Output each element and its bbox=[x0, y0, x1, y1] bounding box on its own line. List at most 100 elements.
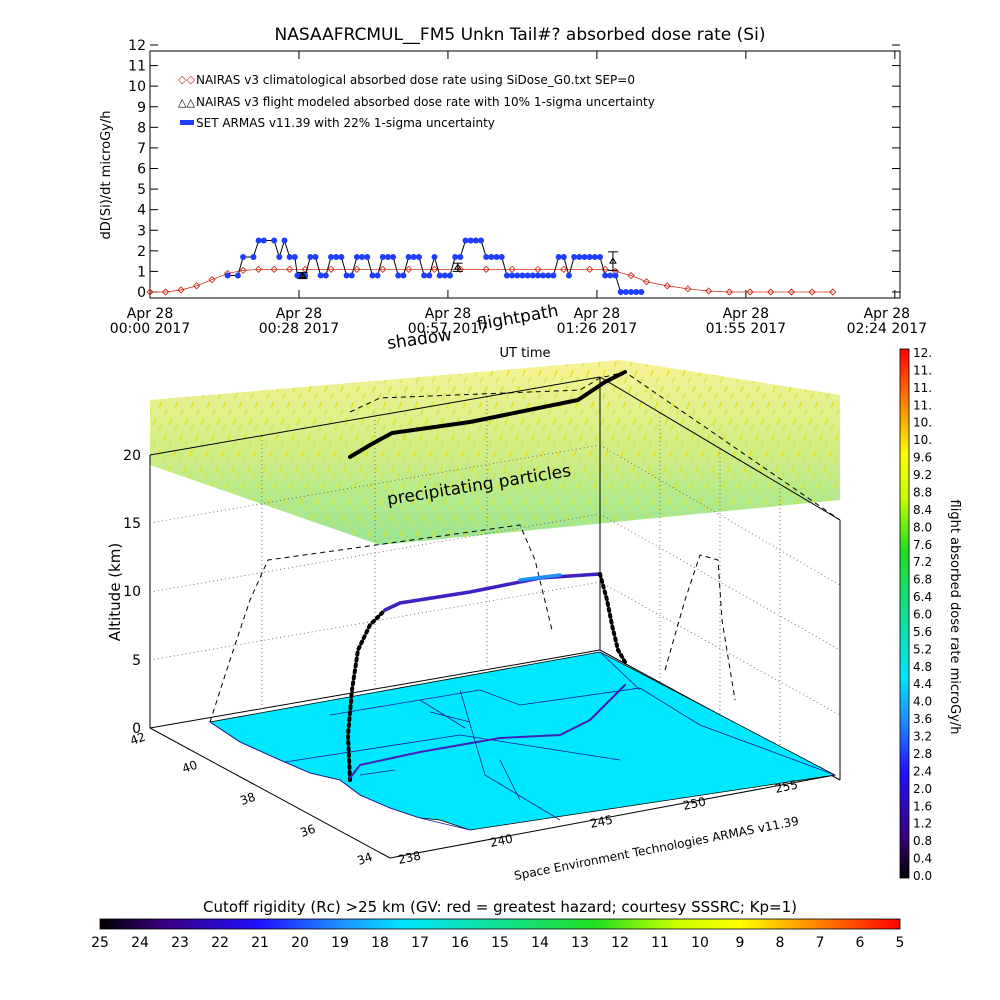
data-point-armas bbox=[384, 254, 391, 261]
dose-colorbar-gradient bbox=[899, 348, 910, 879]
ground-track bbox=[349, 684, 626, 779]
dose-colorbar-tick: 8.4 bbox=[913, 503, 932, 517]
legend: ◇◇ NAIRAS v3 climatological absorbed dos… bbox=[178, 73, 655, 130]
data-point-armas bbox=[260, 237, 267, 244]
data-point-armas bbox=[447, 272, 453, 279]
data-point-armas bbox=[322, 272, 329, 279]
dose-colorbar-tick: 11. bbox=[913, 398, 932, 412]
data-point-climatological bbox=[482, 265, 490, 273]
data-point-armas bbox=[550, 272, 557, 279]
data-point-armas bbox=[400, 272, 407, 279]
data-point-armas bbox=[426, 272, 433, 279]
rigidity-colorbar-tick: 25 bbox=[91, 935, 109, 951]
data-point-climatological bbox=[704, 287, 713, 295]
dose-colorbar-tick: 2.4 bbox=[913, 764, 932, 778]
data-point-armas bbox=[586, 254, 593, 261]
data-point-armas bbox=[478, 237, 485, 244]
rigidity-colorbar-tick: 12 bbox=[611, 935, 629, 951]
data-point-armas bbox=[540, 272, 547, 279]
data-point-climatological bbox=[286, 265, 294, 273]
data-point-armas bbox=[224, 272, 231, 279]
rigidity-colorbar-tick: 15 bbox=[491, 935, 509, 951]
x-tick-label: Apr 28 bbox=[425, 306, 471, 322]
rigidity-colorbar-tick: 8 bbox=[776, 935, 785, 951]
data-point-armas bbox=[571, 254, 578, 261]
lon-tick: 245 bbox=[589, 812, 614, 830]
data-point-armas bbox=[271, 237, 278, 244]
rigidity-colorbar-tick: 19 bbox=[331, 935, 349, 951]
data-point-armas bbox=[286, 254, 293, 261]
data-point-armas bbox=[338, 254, 345, 261]
data-point-armas bbox=[467, 237, 474, 244]
legend-marker-circle bbox=[180, 120, 194, 125]
legend-marker-triangle: △△ bbox=[178, 96, 195, 109]
data-point-armas bbox=[390, 254, 397, 261]
dose-colorbar-tick: 0.4 bbox=[913, 852, 932, 866]
data-point-armas bbox=[488, 254, 495, 261]
data-point-climatological bbox=[642, 278, 651, 286]
data-point-climatological bbox=[746, 288, 754, 296]
data-point-flight-model bbox=[609, 257, 617, 264]
legend-marker-diamond: ◇◇ bbox=[178, 73, 195, 86]
dose-colorbar-tick: 10. bbox=[913, 416, 932, 430]
dose-colorbar-tick: 11. bbox=[913, 381, 932, 395]
data-point-armas bbox=[317, 272, 324, 279]
data-point-armas bbox=[633, 289, 640, 295]
dose-colorbar-tick: 11. bbox=[913, 363, 932, 377]
data-point-climatological bbox=[379, 265, 387, 273]
x-tick-label: Apr 28 bbox=[574, 306, 620, 322]
data-point-climatological bbox=[534, 265, 542, 273]
data-point-armas bbox=[234, 272, 241, 279]
lon-tick: 255 bbox=[774, 777, 799, 795]
data-point-armas bbox=[534, 272, 541, 279]
y-tick-label: 1 bbox=[137, 264, 146, 280]
data-point-armas bbox=[509, 272, 516, 279]
data-point-armas bbox=[405, 254, 412, 261]
flightpath-projection bbox=[348, 370, 627, 459]
x-tick-label: 02:24 2017 bbox=[847, 321, 927, 337]
data-point-armas bbox=[529, 272, 536, 279]
x-tick-label: Apr 28 bbox=[127, 306, 173, 322]
dose-colorbar-tick: 0.8 bbox=[913, 834, 932, 848]
data-point-armas bbox=[503, 272, 510, 279]
data-point-climatological bbox=[767, 288, 775, 296]
lon-tick: 238 bbox=[397, 848, 422, 866]
dose-colorbar-tick: 1.2 bbox=[913, 817, 932, 831]
dose-colorbar-tick: 0.0 bbox=[913, 869, 932, 883]
dose-colorbar-tick: 4.0 bbox=[913, 695, 932, 709]
x-tick-label: 00:57 2017 bbox=[408, 321, 488, 337]
flight-track-descent bbox=[598, 572, 627, 664]
x-tick-label: 01:55 2017 bbox=[706, 321, 786, 337]
dose-colorbar-label: flight absorbed dose rate microGy/h bbox=[947, 500, 962, 735]
z-tick: 0 bbox=[132, 721, 141, 737]
data-point-armas bbox=[328, 254, 335, 261]
y-tick-label: 2 bbox=[137, 244, 146, 260]
x-tick-label: Apr 28 bbox=[864, 306, 910, 322]
data-point-armas bbox=[343, 272, 350, 279]
dose-colorbar-tick: 7.6 bbox=[913, 538, 932, 552]
data-point-armas bbox=[581, 254, 588, 261]
dose-colorbar-tick: 12. bbox=[913, 346, 932, 360]
data-point-climatological bbox=[627, 271, 635, 280]
lat-tick: 36 bbox=[298, 822, 317, 840]
dose-colorbar: 0.0 0.4 0.8 1.2 1.6 2.0 2.4 2.8 3.2 3.6 4.0 4.4 4.8 5… bbox=[899, 346, 962, 883]
map-borders bbox=[209, 651, 836, 831]
dose-colorbar-tick: 10. bbox=[913, 433, 932, 447]
data-point-armas bbox=[276, 254, 283, 261]
rigidity-colorbar: Cutoff rigidity (Rc) >25 km (GV: red = g… bbox=[91, 898, 904, 951]
lat-ticks: 42 40 38 36 34 bbox=[128, 730, 374, 868]
data-point-climatological bbox=[327, 265, 335, 273]
data-point-armas bbox=[565, 272, 572, 279]
data-point-armas bbox=[545, 272, 552, 279]
data-point-armas bbox=[415, 254, 422, 261]
data-point-climatological bbox=[508, 265, 516, 273]
rigidity-colorbar-gradient bbox=[99, 918, 901, 930]
data-point-climatological bbox=[808, 288, 816, 296]
data-point-armas bbox=[421, 272, 428, 279]
data-point-armas bbox=[622, 289, 629, 295]
series-line-climatological bbox=[150, 268, 833, 293]
plot-frame bbox=[149, 50, 901, 299]
data-point-armas bbox=[524, 272, 531, 279]
dose-colorbar-tick: 3.6 bbox=[913, 712, 932, 726]
